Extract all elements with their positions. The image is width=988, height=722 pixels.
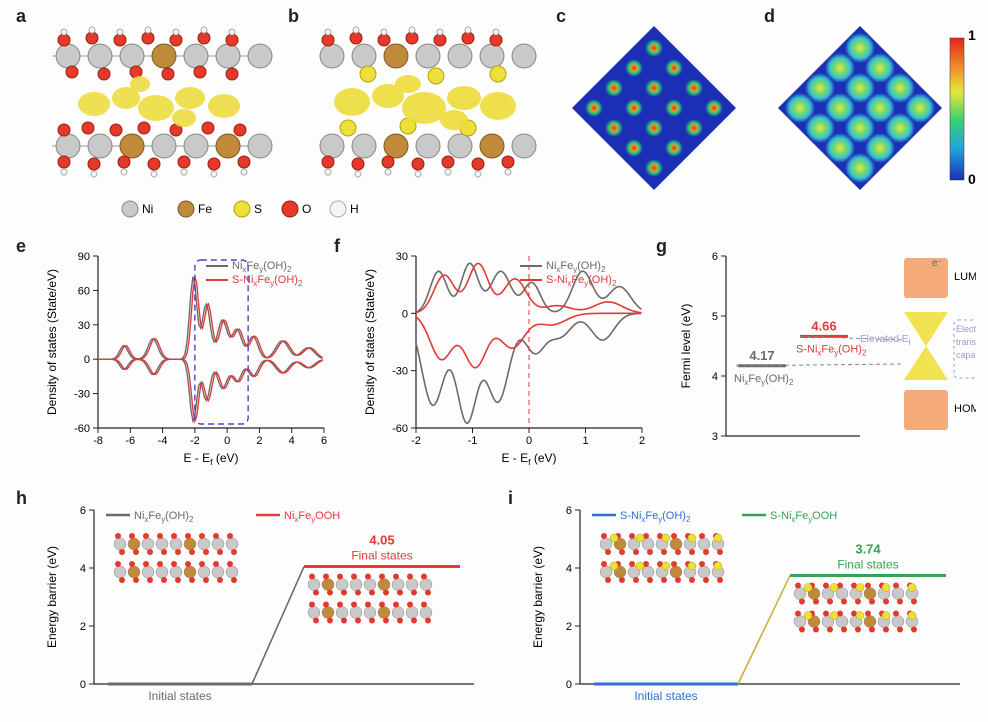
svg-text:S-NixFey(OH)2: S-NixFey(OH)2 <box>620 510 690 524</box>
panel-label-e: e <box>16 236 26 257</box>
svg-text:S-NixFey(OH)2: S-NixFey(OH)2 <box>796 343 866 357</box>
svg-text:Initial states: Initial states <box>148 689 211 703</box>
svg-text:Energy barrier (eV): Energy barrier (eV) <box>531 546 545 648</box>
svg-text:4.66: 4.66 <box>811 318 836 333</box>
svg-text:-30: -30 <box>392 366 408 378</box>
svg-text:E - Ef (eV): E - Ef (eV) <box>501 451 556 466</box>
svg-text:6: 6 <box>712 251 718 263</box>
svg-text:Fe: Fe <box>198 202 212 216</box>
svg-text:60: 60 <box>78 285 90 297</box>
svg-text:NixFeyOOH: NixFeyOOH <box>284 510 340 524</box>
svg-text:2: 2 <box>566 621 572 633</box>
svg-text:transition: transition <box>956 337 976 347</box>
atom-legend: Ni Fe S O H <box>120 196 440 222</box>
svg-text:NixFey(OH)2: NixFey(OH)2 <box>232 260 291 274</box>
svg-text:0: 0 <box>80 679 86 691</box>
svg-text:0: 0 <box>224 435 230 447</box>
panel-b-structure <box>308 18 538 188</box>
svg-text:Final states: Final states <box>351 549 412 563</box>
panel-label-g: g <box>656 236 667 257</box>
svg-text:NixFey(OH)2: NixFey(OH)2 <box>546 260 605 274</box>
svg-text:S-NixFeyOOH: S-NixFeyOOH <box>770 510 837 524</box>
svg-text:0: 0 <box>84 354 90 366</box>
panel-f-chart: -2 -1 0 1 2 -60 -30 0 30 E - Ef (eV) Density of st… <box>360 246 650 466</box>
panel-g-diagram: 3 4 5 6 Fermi level (eV) 4.17 NixFey(OH)2 4.66 S… <box>676 246 976 466</box>
svg-text:-2: -2 <box>411 435 421 447</box>
svg-text:Elevated Ef: Elevated Ef <box>860 334 910 347</box>
panel-h-chart: 0 2 4 6 Energy barrier (eV) NixFey(OH)2 NixFey… <box>42 498 482 708</box>
svg-text:1: 1 <box>582 435 588 447</box>
svg-text:4: 4 <box>712 371 718 383</box>
svg-text:-4: -4 <box>158 435 168 447</box>
svg-text:S: S <box>254 202 262 216</box>
svg-text:5: 5 <box>712 311 718 323</box>
svg-text:0: 0 <box>526 435 532 447</box>
svg-text:2: 2 <box>256 435 262 447</box>
svg-text:Density of states (State/eV): Density of states (State/eV) <box>45 269 59 415</box>
svg-text:6: 6 <box>321 435 327 447</box>
panel-label-i: i <box>508 488 513 509</box>
svg-text:3: 3 <box>712 431 718 443</box>
svg-text:4.17: 4.17 <box>749 348 774 363</box>
svg-text:2: 2 <box>80 621 86 633</box>
svg-text:Ni: Ni <box>142 202 153 216</box>
svg-text:Initial states: Initial states <box>634 689 697 703</box>
svg-text:4.05: 4.05 <box>369 533 394 548</box>
panel-d-elf <box>770 18 950 198</box>
svg-text:Fermi level (eV): Fermi level (eV) <box>679 304 693 389</box>
svg-text:-30: -30 <box>74 389 90 401</box>
svg-text:Density of states (State/eV): Density of states (State/eV) <box>363 269 377 415</box>
panel-c-elf <box>564 18 744 198</box>
panel-e-chart: -8 -6 -4 -2 0 2 4 6 -60 -30 0 30 60 90 E - Ef (eV) Dens… <box>42 246 332 466</box>
colorbar: 1 0 <box>948 24 982 194</box>
svg-text:0: 0 <box>402 308 408 320</box>
svg-text:NixFey(OH)2: NixFey(OH)2 <box>734 373 793 387</box>
svg-text:6: 6 <box>80 505 86 517</box>
svg-text:e⁻: e⁻ <box>932 258 943 269</box>
svg-text:-8: -8 <box>93 435 103 447</box>
svg-text:S-NixFey(OH)2: S-NixFey(OH)2 <box>546 274 616 288</box>
svg-text:E - Ef (eV): E - Ef (eV) <box>183 451 238 466</box>
svg-text:90: 90 <box>78 251 90 263</box>
panel-a-structure <box>44 18 274 188</box>
svg-text:Final states: Final states <box>837 558 898 572</box>
svg-text:HOMO: HOMO <box>954 403 976 415</box>
svg-text:4: 4 <box>289 435 295 447</box>
svg-text:30: 30 <box>78 320 90 332</box>
svg-text:-1: -1 <box>468 435 478 447</box>
panel-label-b: b <box>288 6 299 27</box>
svg-text:O: O <box>302 202 311 216</box>
svg-text:4: 4 <box>80 563 86 575</box>
colorbar-top: 1 <box>968 27 976 43</box>
svg-text:Electron: Electron <box>956 324 976 334</box>
svg-text:H: H <box>350 202 359 216</box>
panel-label-f: f <box>334 236 340 257</box>
svg-text:S-NixFey(OH)2: S-NixFey(OH)2 <box>232 274 302 288</box>
panel-i-chart: 0 2 4 6 Energy barrier (eV) S-NixFey(OH)2 S-Ni… <box>528 498 968 708</box>
svg-text:LUMO: LUMO <box>954 271 976 283</box>
svg-text:4: 4 <box>566 563 572 575</box>
svg-text:30: 30 <box>396 251 408 263</box>
svg-text:NixFey(OH)2: NixFey(OH)2 <box>134 510 193 524</box>
svg-text:-2: -2 <box>190 435 200 447</box>
svg-text:-60: -60 <box>74 423 90 435</box>
svg-text:capability: capability <box>956 350 976 360</box>
panel-label-h: h <box>16 488 27 509</box>
svg-text:6: 6 <box>566 505 572 517</box>
svg-text:0: 0 <box>566 679 572 691</box>
svg-text:Energy barrier (eV): Energy barrier (eV) <box>45 546 59 648</box>
svg-text:-60: -60 <box>392 423 408 435</box>
panel-label-a: a <box>16 6 26 27</box>
svg-text:-6: -6 <box>125 435 135 447</box>
svg-text:3.74: 3.74 <box>855 542 881 557</box>
colorbar-bottom: 0 <box>968 171 976 187</box>
svg-text:2: 2 <box>639 435 645 447</box>
